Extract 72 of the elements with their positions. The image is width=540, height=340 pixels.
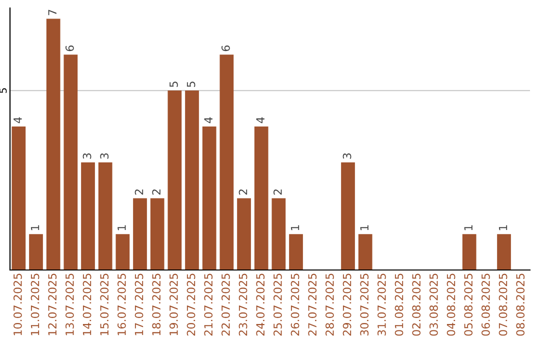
x-tick-label: 06.08.2025 [481, 274, 490, 336]
x-tick-label: 12.07.2025 [48, 274, 57, 336]
data-label: 3 [100, 153, 109, 159]
x-tick-label: 27.07.2025 [308, 274, 317, 336]
x-tick-label: 08.08.2025 [516, 274, 525, 336]
data-label: 6 [221, 46, 230, 52]
bar [168, 90, 182, 270]
bar [185, 90, 199, 270]
x-tick-label: 25.07.2025 [273, 274, 282, 336]
x-tick-label: 23.07.2025 [238, 274, 248, 336]
bar [133, 198, 147, 270]
data-label: 4 [256, 117, 264, 124]
x-tick-label: 30.07.2025 [360, 274, 369, 336]
bar [64, 54, 78, 270]
x-tick-label: 28.07.2025 [325, 274, 334, 336]
data-label: 4 [14, 117, 22, 124]
x-tick-label: 14.07.2025 [82, 274, 92, 336]
bar [150, 198, 164, 270]
data-label: 4 [204, 117, 212, 124]
data-label: 1 [498, 225, 508, 230]
data-label: 2 [134, 189, 144, 195]
data-label: 5 [186, 82, 196, 87]
x-tick-label: 18.07.2025 [152, 274, 161, 336]
x-tick-label: 20.07.2025 [186, 274, 196, 336]
data-label: 1 [30, 225, 40, 230]
x-tick-label: 04.08.2025 [446, 274, 456, 336]
x-tick-label: 24.07.2025 [256, 274, 265, 336]
x-tick-label: 22.07.2025 [221, 274, 230, 336]
bar [29, 234, 43, 270]
bar [220, 54, 234, 270]
bar [202, 126, 216, 270]
bar [462, 234, 476, 270]
bar [358, 234, 372, 270]
bar [12, 126, 26, 270]
x-tick-label: 31.07.2025 [377, 274, 386, 336]
bar [81, 162, 95, 270]
x-tick-label: 05.08.2025 [464, 274, 473, 336]
bar [46, 18, 60, 270]
bar [341, 162, 355, 270]
x-tick-label: 11.07.2025 [30, 274, 40, 336]
data-label: 3 [342, 153, 352, 159]
bar [116, 234, 130, 270]
data-label: 2 [273, 189, 282, 195]
data-label: 1 [464, 225, 472, 230]
x-tick-label: 21.07.2025 [204, 274, 213, 336]
bar [497, 234, 511, 270]
x-tick-label: 10.07.2025 [13, 274, 22, 336]
x-tick-label: 19.07.2025 [169, 274, 178, 336]
bar [98, 162, 112, 270]
x-tick-label: 29.07.2025 [342, 274, 352, 336]
x-tick-label: 01.08.2025 [394, 274, 404, 336]
x-tick-label: 02.08.2025 [412, 274, 421, 336]
data-label: 6 [65, 46, 74, 52]
data-label: 2 [152, 189, 160, 195]
data-label: 1 [290, 225, 300, 230]
x-tick-label: 16.07.2025 [117, 274, 126, 336]
data-label: 5 [170, 82, 178, 87]
data-label: 1 [118, 225, 126, 230]
bar [237, 198, 251, 270]
data-label: 7 [48, 10, 56, 16]
x-tick-label: 13.07.2025 [65, 274, 74, 336]
x-tick-label: 15.07.2025 [100, 274, 109, 336]
data-label: 1 [360, 225, 368, 230]
data-label: 3 [82, 153, 92, 159]
x-tick-label: 17.07.2025 [134, 274, 144, 336]
data-label: 2 [238, 189, 248, 195]
bar [254, 126, 268, 270]
bar [289, 234, 303, 270]
x-tick-label: 26.07.2025 [290, 274, 300, 336]
x-tick-label: 07.08.2025 [498, 274, 508, 336]
bar [272, 198, 286, 270]
x-tick-label: 03.08.2025 [429, 274, 438, 336]
